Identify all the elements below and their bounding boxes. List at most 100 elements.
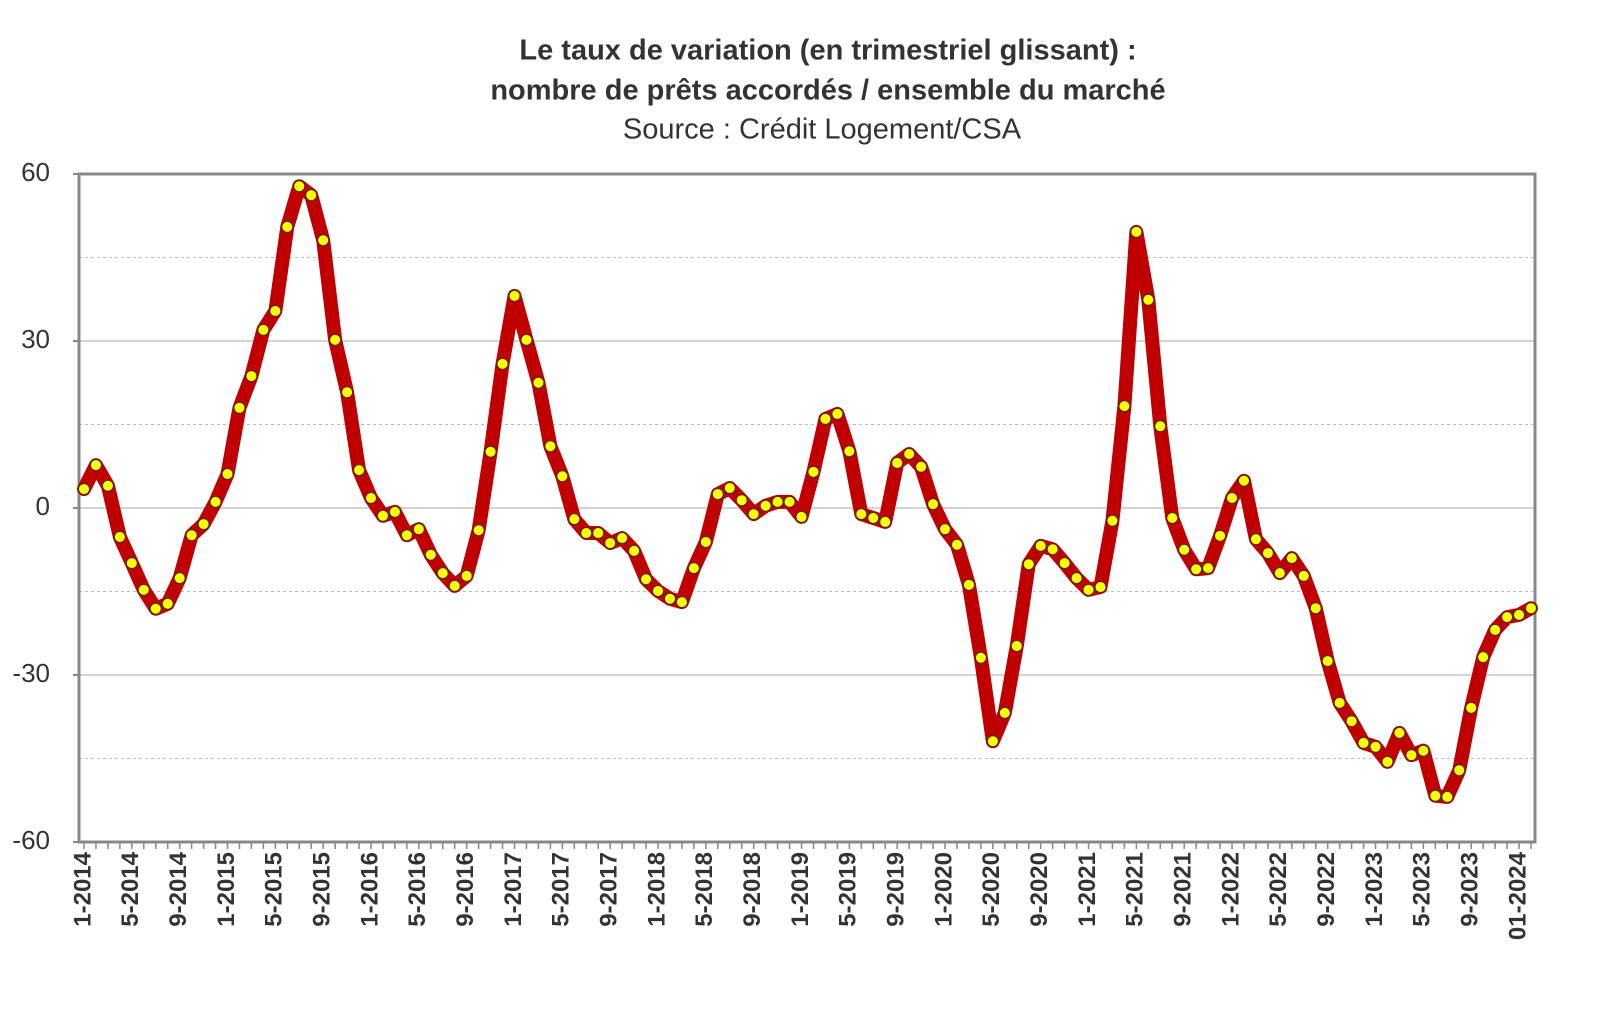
point-marker (568, 513, 581, 526)
point-marker (1166, 512, 1179, 525)
point-marker (376, 509, 389, 522)
point-marker (1369, 740, 1382, 753)
x-tick-label: 1-2017 (500, 852, 527, 927)
point-marker (903, 448, 916, 461)
point-marker (329, 333, 342, 346)
point-marker (1010, 640, 1023, 653)
x-tick-label: 9-2021 (1170, 852, 1197, 927)
point-marker (1321, 655, 1334, 668)
point-marker (1501, 611, 1514, 624)
point-marker (687, 562, 700, 575)
point-marker (245, 370, 258, 383)
point-marker (1477, 651, 1490, 664)
point-marker (1034, 539, 1047, 552)
point-marker (1226, 491, 1239, 504)
point-marker (317, 234, 330, 247)
point-marker (1417, 744, 1430, 757)
x-tick-label: 01-2024 (1504, 851, 1531, 940)
x-tick-label: 5-2023 (1409, 852, 1436, 927)
point-marker (472, 524, 485, 537)
x-tick-label: 5-2019 (835, 852, 862, 927)
x-tick-label: 1-2023 (1361, 852, 1388, 927)
point-marker (101, 479, 114, 492)
point-marker (269, 304, 282, 317)
point-marker (616, 532, 629, 545)
point-marker (927, 498, 940, 511)
point-marker (939, 523, 952, 536)
point-marker (544, 440, 557, 453)
point-marker (962, 578, 975, 591)
point-marker (580, 527, 593, 540)
point-marker (807, 465, 820, 478)
point-marker (137, 583, 150, 596)
chart-title: nombre de prêts accordés / ensemble du m… (490, 75, 1165, 107)
y-tick-label: 0 (36, 491, 50, 521)
point-marker (783, 495, 796, 508)
point-marker (508, 289, 521, 302)
point-marker (1405, 749, 1418, 762)
point-marker (1429, 789, 1442, 802)
point-marker (1285, 552, 1298, 565)
point-marker (532, 376, 545, 389)
point-marker (855, 508, 868, 521)
point-marker (1441, 790, 1454, 803)
point-marker (867, 512, 880, 525)
point-marker (221, 468, 234, 481)
point-marker (448, 579, 461, 592)
point-marker (1453, 764, 1466, 777)
point-marker (998, 706, 1011, 719)
x-tick-label: 1-2015 (213, 852, 240, 927)
point-marker (257, 323, 270, 336)
point-marker (424, 548, 437, 561)
plot-frame (77, 172, 1537, 844)
x-tick-label: 9-2018 (739, 852, 766, 927)
point-marker (1309, 602, 1322, 615)
point-marker (1190, 563, 1203, 576)
point-marker (1381, 755, 1394, 768)
point-marker (436, 567, 449, 580)
point-marker (1202, 562, 1215, 575)
x-tick-label: 1-2020 (930, 852, 957, 927)
y-tick-label: -30 (12, 658, 50, 688)
point-marker (209, 495, 222, 508)
x-tick-label: 5-2015 (261, 852, 288, 927)
point-marker (879, 515, 892, 528)
x-tick-label: 1-2021 (1074, 852, 1101, 927)
x-tick-label: 5-2016 (404, 852, 431, 927)
point-marker (1525, 602, 1537, 615)
point-marker (1094, 581, 1107, 594)
point-marker (652, 584, 665, 597)
y-tick-label: 60 (21, 157, 50, 187)
point-marker (1393, 726, 1406, 739)
x-tick-label: 1-2016 (356, 852, 383, 927)
point-marker (1345, 715, 1358, 728)
x-tick-label: 9-2022 (1313, 852, 1340, 927)
point-marker (496, 357, 509, 370)
point-marker (520, 333, 533, 346)
chart-subtitle: Source : Crédit Logement/CSA (623, 114, 1022, 146)
point-marker (950, 538, 963, 551)
point-marker (341, 386, 354, 399)
point-marker (1297, 569, 1310, 582)
point-marker (1022, 558, 1035, 571)
point-marker (986, 735, 999, 748)
point-marker (1489, 623, 1502, 636)
point-marker (197, 518, 210, 531)
point-marker (1513, 608, 1526, 621)
x-tick-label: 9-2016 (452, 852, 479, 927)
point-marker (125, 557, 138, 570)
chart-title: Le taux de variation (en trimestriel gli… (519, 35, 1136, 67)
x-tick-label: 5-2017 (548, 852, 575, 927)
point-marker (78, 483, 90, 496)
point-marker (281, 220, 294, 233)
point-marker (1357, 736, 1370, 749)
point-marker (1178, 543, 1191, 556)
point-marker (173, 572, 186, 585)
x-tick-label: 5-2020 (978, 852, 1005, 927)
point-marker (1082, 583, 1095, 596)
point-marker (795, 510, 808, 523)
point-marker (592, 527, 605, 540)
point-marker (1273, 567, 1286, 580)
point-marker (771, 495, 784, 508)
